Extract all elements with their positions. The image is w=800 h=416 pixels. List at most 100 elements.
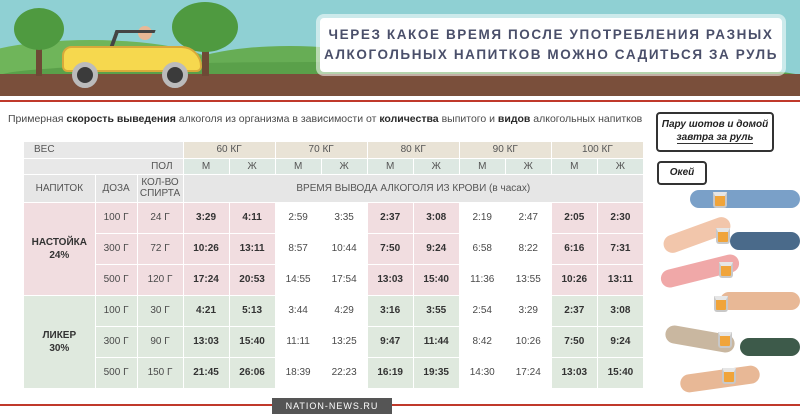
time-cell: 3:35 — [321, 202, 368, 234]
time-cell: 14:30 — [459, 357, 506, 389]
sex-header: Ж — [321, 158, 368, 175]
dose-cell: 300 Г — [95, 326, 138, 358]
speech-bubble-line: завтра за руль — [676, 132, 754, 144]
time-cell: 14:55 — [275, 264, 322, 296]
time-cell: 13:03 — [551, 357, 598, 389]
time-cell: 11:36 — [459, 264, 506, 296]
sex-header: Ж — [505, 158, 552, 175]
subtitle-text: Примерная — [8, 113, 67, 125]
shot-glass-icon — [718, 332, 732, 348]
time-cell: 3:08 — [597, 295, 645, 327]
arm-illustration — [720, 292, 800, 310]
weight-header: 90 КГ — [459, 142, 552, 159]
time-cell: 19:35 — [413, 357, 460, 389]
time-cell: 4:29 — [321, 295, 368, 327]
sex-header: М — [551, 158, 598, 175]
time-header: ВРЕМЯ ВЫВОДА АЛКОГОЛЯ ИЗ КРОВИ (в часах) — [183, 174, 645, 203]
tree-icon — [172, 2, 238, 78]
footer-divider — [0, 404, 800, 406]
shot-glass-icon — [713, 192, 727, 208]
time-cell: 26:06 — [229, 357, 276, 389]
speech-bubble-line: Пару шотов и домой — [661, 119, 769, 130]
time-cell: 8:22 — [505, 233, 552, 265]
spirit-cell: 30 Г — [137, 295, 184, 327]
time-cell: 2:37 — [367, 202, 414, 234]
time-cell: 15:40 — [229, 326, 276, 358]
header-banner: ЧЕРЕЗ КАКОЕ ВРЕМЯ ПОСЛЕ УПОТРЕБЛЕНИЯ РАЗ… — [0, 0, 800, 96]
spirit-cell: 120 Г — [137, 264, 184, 296]
time-cell: 13:55 — [505, 264, 552, 296]
time-cell: 17:24 — [505, 357, 552, 389]
subtitle-bold: количества — [379, 113, 439, 125]
sex-label: ПОЛ — [24, 158, 184, 175]
column-header-drink: НАПИТОК — [24, 174, 96, 203]
arm-illustration — [679, 364, 761, 394]
spirit-cell: 90 Г — [137, 326, 184, 358]
time-cell: 5:13 — [229, 295, 276, 327]
time-cell: 10:26 — [551, 264, 598, 296]
sex-header-row: ПОЛ М Ж М Ж М Ж М Ж М Ж — [24, 158, 645, 175]
time-cell: 9:24 — [413, 233, 460, 265]
spirit-cell: 150 Г — [137, 357, 184, 389]
time-cell: 11:44 — [413, 326, 460, 358]
time-cell: 3:29 — [183, 202, 230, 234]
weight-header-row: ВЕС 60 КГ 70 КГ 80 КГ 90 КГ 100 КГ — [24, 142, 645, 159]
time-cell: 3:55 — [413, 295, 460, 327]
time-cell: 8:42 — [459, 326, 506, 358]
table-row: 500 Г 150 Г 21:45 26:06 18:39 22:23 16:19 19:35… — [24, 357, 645, 389]
time-cell: 4:11 — [229, 202, 276, 234]
sex-header: М — [459, 158, 506, 175]
time-cell: 3:29 — [505, 295, 552, 327]
time-cell: 20:53 — [229, 264, 276, 296]
time-cell: 2:37 — [551, 295, 598, 327]
time-cell: 13:25 — [321, 326, 368, 358]
sex-header: Ж — [413, 158, 460, 175]
time-cell: 16:19 — [367, 357, 414, 389]
table-row: НАСТОЙКА 24% 100 Г 24 Г 3:29 4:11 2:59 3:35 2:37… — [24, 202, 645, 296]
table-row: 500 Г 120 Г 17:24 20:53 14:55 17:54 13:03 15:40… — [24, 264, 645, 296]
time-cell: 22:23 — [321, 357, 368, 389]
time-cell: 8:57 — [275, 233, 322, 265]
dose-cell: 100 Г — [95, 202, 138, 234]
time-cell: 10:26 — [505, 326, 552, 358]
time-cell: 3:44 — [275, 295, 322, 327]
table-row: 300 Г 90 Г 13:03 15:40 11:11 13:25 9:47 11:44 8:… — [24, 326, 645, 358]
table-row: 300 Г 72 Г 10:26 13:11 8:57 10:44 7:50 9:24 6:58… — [24, 233, 645, 265]
time-cell: 21:45 — [183, 357, 230, 389]
shot-glass-icon — [719, 262, 733, 278]
table-body: НАСТОЙКА 24% 100 Г 24 Г 3:29 4:11 2:59 3:35 2:37… — [24, 202, 645, 389]
sex-header: М — [367, 158, 414, 175]
source-label: NATION-NEWS.RU — [272, 398, 392, 414]
time-cell: 7:50 — [367, 233, 414, 265]
road-illustration — [0, 74, 800, 96]
tree-icon — [14, 8, 64, 78]
sex-header: М — [183, 158, 230, 175]
time-cell: 7:50 — [551, 326, 598, 358]
title-line-2: АЛКОГОЛЬНЫХ НАПИТКОВ МОЖНО САДИТЬСЯ ЗА Р… — [323, 47, 779, 62]
table-row: ЛИКЕР 30% 100 Г 30 Г 4:21 5:13 3:44 4:29 3:16 3:5… — [24, 295, 645, 389]
shot-glass-icon — [722, 368, 736, 384]
title-line-1: ЧЕРЕЗ КАКОЕ ВРЕМЯ ПОСЛЕ УПОТРЕБЛЕНИЯ РАЗ… — [328, 27, 774, 42]
subtitle-text: выпитого и — [438, 113, 498, 125]
sex-header: М — [275, 158, 322, 175]
time-cell: 2:19 — [459, 202, 506, 234]
time-cell: 13:03 — [183, 326, 230, 358]
time-cell: 2:54 — [459, 295, 506, 327]
dose-cell: 300 Г — [95, 233, 138, 265]
time-cell: 17:54 — [321, 264, 368, 296]
drink-name-cell: НАСТОЙКА 24% — [24, 202, 96, 296]
time-cell: 13:11 — [229, 233, 276, 265]
time-cell: 2:05 — [551, 202, 598, 234]
shot-glass-icon — [716, 228, 730, 244]
column-header-dose: ДОЗА — [95, 174, 138, 203]
speech-bubble: Пару шотов и домой завтра за руль — [656, 112, 774, 152]
arm-illustration — [690, 190, 800, 208]
subtitle-bold: видов — [497, 113, 531, 125]
time-cell: 6:16 — [551, 233, 598, 265]
drink-name-cell: ЛИКЕР 30% — [24, 295, 96, 389]
time-cell: 2:30 — [597, 202, 645, 234]
weight-label: ВЕС — [24, 142, 184, 159]
dose-cell: 100 Г — [95, 295, 138, 327]
time-cell: 17:24 — [183, 264, 230, 296]
weight-header: 60 КГ — [183, 142, 276, 159]
